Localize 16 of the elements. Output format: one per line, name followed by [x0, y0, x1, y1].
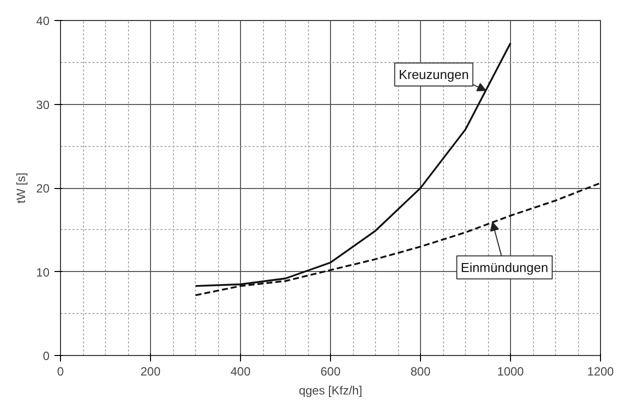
- y-tick-label: 40: [36, 14, 50, 28]
- x-tick-label: 0: [57, 364, 64, 378]
- y-tick-label: 10: [36, 265, 50, 280]
- series-label: Einmündungen: [460, 260, 548, 275]
- x-tick-label: 800: [410, 364, 431, 378]
- x-tick-label: 200: [140, 364, 161, 378]
- y-tick-label: 20: [36, 182, 50, 196]
- x-tick-label: 1000: [497, 364, 524, 378]
- x-tick-label: 1200: [587, 364, 614, 378]
- series-label: Kreuzungen: [398, 67, 469, 82]
- x-tick-label: 400: [230, 364, 251, 378]
- x-axis-title: qges [Kfz/h]: [298, 384, 362, 398]
- y-tick-label: 30: [36, 98, 50, 112]
- x-tick-label: 600: [320, 364, 341, 378]
- y-tick-label: 0: [42, 349, 50, 363]
- y-axis-title: tW [s]: [14, 172, 28, 204]
